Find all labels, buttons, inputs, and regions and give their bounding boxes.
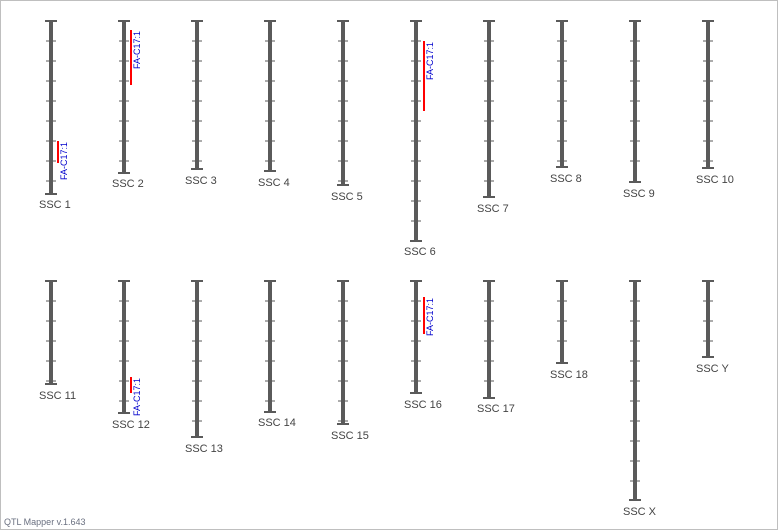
chromosome-label: SSC 6 bbox=[404, 246, 436, 258]
chromosome-body bbox=[122, 281, 126, 413]
chromosome-ssc-16[interactable]: SSC 16 FA-C17:1 bbox=[404, 280, 442, 411]
chromosome-label: SSC Y bbox=[696, 363, 729, 375]
chromosome-ssc-3[interactable]: SSC 3 bbox=[185, 20, 217, 187]
chromosome-label: SSC 3 bbox=[185, 175, 217, 187]
chromosome-body bbox=[195, 281, 199, 437]
chromosome-label: SSC 7 bbox=[477, 203, 509, 215]
chromosome-body bbox=[122, 21, 126, 173]
chromosome-body bbox=[487, 21, 491, 197]
chromosome-label: SSC X bbox=[623, 506, 657, 518]
chromosome-body bbox=[706, 21, 710, 168]
chromosome-label: SSC 1 bbox=[39, 199, 71, 211]
chromosome-body bbox=[414, 21, 418, 241]
chromosome-label: SSC 12 bbox=[112, 419, 150, 431]
chromosome-label: SSC 13 bbox=[185, 443, 223, 455]
chromosome-ssc-2[interactable]: SSC 2 FA-C17:1 bbox=[112, 20, 144, 190]
chromosome-ssc-17[interactable]: SSC 17 bbox=[477, 280, 515, 415]
version-footer: QTL Mapper v.1.643 bbox=[4, 517, 86, 527]
chromosome-label: SSC 16 bbox=[404, 399, 442, 411]
chromosome-body bbox=[341, 21, 345, 185]
chromosome-ssc-12[interactable]: SSC 12 FA-C17:1 bbox=[112, 280, 150, 431]
qtl-label[interactable]: FA-C17:1 bbox=[132, 31, 142, 69]
chromosome-ssc-x[interactable]: SSC X bbox=[623, 280, 657, 518]
qtl-label[interactable]: FA-C17:1 bbox=[59, 142, 69, 180]
chromosome-ssc-18[interactable]: SSC 18 bbox=[550, 280, 588, 381]
chromosome-label: SSC 8 bbox=[550, 173, 582, 185]
chromosome-label: SSC 14 bbox=[258, 417, 296, 429]
chromosome-label: SSC 5 bbox=[331, 191, 363, 203]
chromosome-ssc-10[interactable]: SSC 10 bbox=[696, 20, 734, 186]
chromosome-body bbox=[560, 281, 564, 363]
chromosome-label: SSC 15 bbox=[331, 430, 369, 442]
chromosome-label: SSC 11 bbox=[39, 390, 76, 402]
chromosome-body bbox=[414, 281, 418, 393]
qtl-marker[interactable]: FA-C17:1 bbox=[423, 41, 435, 111]
chromosome-label: SSC 9 bbox=[623, 188, 655, 200]
chromosome-body bbox=[195, 21, 199, 169]
chromosome-ssc-14[interactable]: SSC 14 bbox=[258, 280, 296, 429]
chromosome-ssc-8[interactable]: SSC 8 bbox=[550, 20, 582, 185]
qtl-label[interactable]: FA-C17:1 bbox=[132, 378, 142, 416]
qtl-label[interactable]: FA-C17:1 bbox=[425, 298, 435, 336]
chromosome-label: SSC 18 bbox=[550, 369, 588, 381]
chromosome-ssc-6[interactable]: SSC 6 FA-C17:1 bbox=[404, 20, 436, 258]
chromosome-ssc-13[interactable]: SSC 13 bbox=[185, 280, 223, 455]
qtl-label[interactable]: FA-C17:1 bbox=[425, 42, 435, 80]
chromosome-body bbox=[49, 281, 53, 384]
chromosome-label: SSC 2 bbox=[112, 178, 144, 190]
chromosome-body bbox=[487, 281, 491, 398]
chromosome-body bbox=[560, 21, 564, 167]
chromosome-ssc-9[interactable]: SSC 9 bbox=[623, 20, 655, 200]
qtl-marker[interactable]: FA-C17:1 bbox=[57, 141, 69, 180]
chromosome-label: SSC 10 bbox=[696, 174, 734, 186]
chromosome-body bbox=[706, 281, 710, 357]
chromosome-body bbox=[268, 21, 272, 171]
chromosome-body bbox=[633, 281, 637, 500]
chromosome-label: SSC 17 bbox=[477, 403, 515, 415]
chromosome-ssc-7[interactable]: SSC 7 bbox=[477, 20, 509, 215]
chromosome-ssc-y[interactable]: SSC Y bbox=[696, 280, 729, 375]
chromosome-label: SSC 4 bbox=[258, 177, 290, 189]
chromosome-body bbox=[341, 281, 345, 424]
chromosome-ssc-15[interactable]: SSC 15 bbox=[331, 280, 369, 442]
chromosome-ssc-1[interactable]: SSC 1 FA-C17:1 bbox=[39, 20, 71, 211]
chromosome-ssc-5[interactable]: SSC 5 bbox=[331, 20, 363, 203]
chromosome-ssc-4[interactable]: SSC 4 bbox=[258, 20, 290, 189]
qtl-marker[interactable]: FA-C17:1 bbox=[423, 297, 435, 336]
chromosome-body bbox=[268, 281, 272, 412]
chromosome-body bbox=[49, 21, 53, 194]
qtl-marker[interactable]: FA-C17:1 bbox=[130, 30, 142, 85]
qtl-marker[interactable]: FA-C17:1 bbox=[130, 377, 142, 416]
chromosome-ssc-11[interactable]: SSC 11 bbox=[39, 280, 76, 402]
